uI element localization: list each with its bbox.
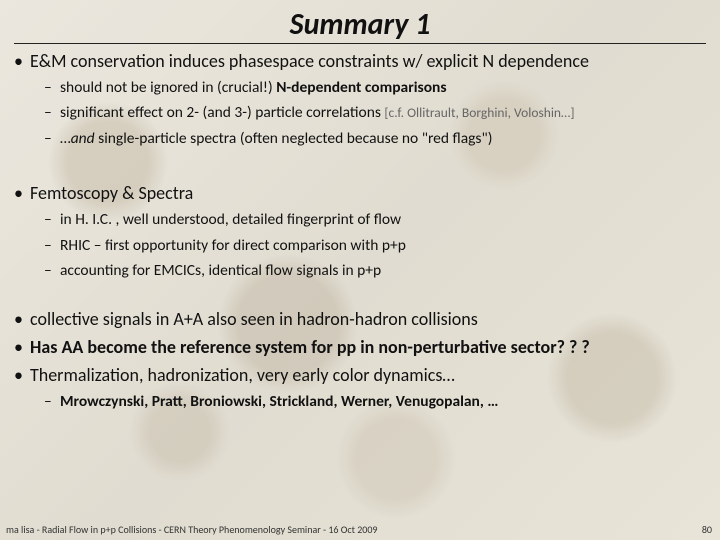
sub-citation: [c.f. Ollitrault, Borghini, Voloshin…] — [384, 104, 574, 121]
slide-footer: ma lisa - Radial Flow in p+p Collisions … — [6, 523, 712, 536]
bullet-bold: Has AA become the reference system for p… — [30, 336, 590, 358]
bullet-item: Has AA become the reference system for p… — [14, 336, 706, 358]
sub-item: …and single-particle spectra (often negl… — [30, 129, 706, 148]
sub-list: Mrowczynski, Pratt, Broniowski, Strickla… — [30, 392, 706, 411]
bullet-item: Femtoscopy & Spectra in H. I.C. , well u… — [14, 182, 706, 280]
bullet-item: Thermalization, hadronization, very earl… — [14, 364, 706, 411]
sub-item: significant effect on 2- (and 3-) partic… — [30, 103, 706, 122]
sub-bold: N-dependent comparisons — [276, 78, 446, 97]
sub-text: accounting for EMCICs, identical flow si… — [60, 261, 381, 280]
sub-item: Mrowczynski, Pratt, Broniowski, Strickla… — [30, 392, 706, 411]
bullet-list: E&M conservation induces phasespace cons… — [14, 50, 706, 412]
bullet-item: collective signals in A+A also seen in h… — [14, 308, 706, 330]
sub-item: should not be ignored in (crucial!) N-de… — [30, 78, 706, 97]
bullet-text: Femtoscopy & Spectra — [30, 182, 193, 204]
bullet-text: E&M conservation induces phasespace cons… — [30, 50, 589, 72]
sub-text: RHIC – first opportunity for direct comp… — [60, 236, 406, 255]
sub-item: RHIC – first opportunity for direct comp… — [30, 236, 706, 255]
sub-item: accounting for EMCICs, identical flow si… — [30, 261, 706, 280]
sub-text: should not be ignored in (crucial!) — [60, 78, 276, 97]
bullet-text: Thermalization, hadronization, very earl… — [30, 364, 455, 386]
sub-text: in H. I.C. , well understood, detailed f… — [60, 210, 401, 229]
sub-item: in H. I.C. , well understood, detailed f… — [30, 210, 706, 229]
bullet-text: collective signals in A+A also seen in h… — [30, 308, 478, 330]
sub-bold: Mrowczynski, Pratt, Broniowski, Strickla… — [60, 392, 498, 411]
sub-italic: and — [71, 129, 95, 148]
footer-left: ma lisa - Radial Flow in p+p Collisions … — [6, 523, 377, 536]
sub-text: single-particle spectra (often neglected… — [95, 129, 493, 148]
sub-text: … — [60, 129, 71, 148]
sub-list: in H. I.C. , well understood, detailed f… — [30, 210, 706, 280]
bullet-item: E&M conservation induces phasespace cons… — [14, 50, 706, 148]
slide-content: Summary 1 E&M conservation induces phase… — [0, 0, 720, 540]
sub-text: significant effect on 2- (and 3-) partic… — [60, 103, 384, 122]
sub-list: should not be ignored in (crucial!) N-de… — [30, 78, 706, 148]
page-number: 80 — [702, 523, 712, 536]
slide-title: Summary 1 — [14, 6, 706, 44]
